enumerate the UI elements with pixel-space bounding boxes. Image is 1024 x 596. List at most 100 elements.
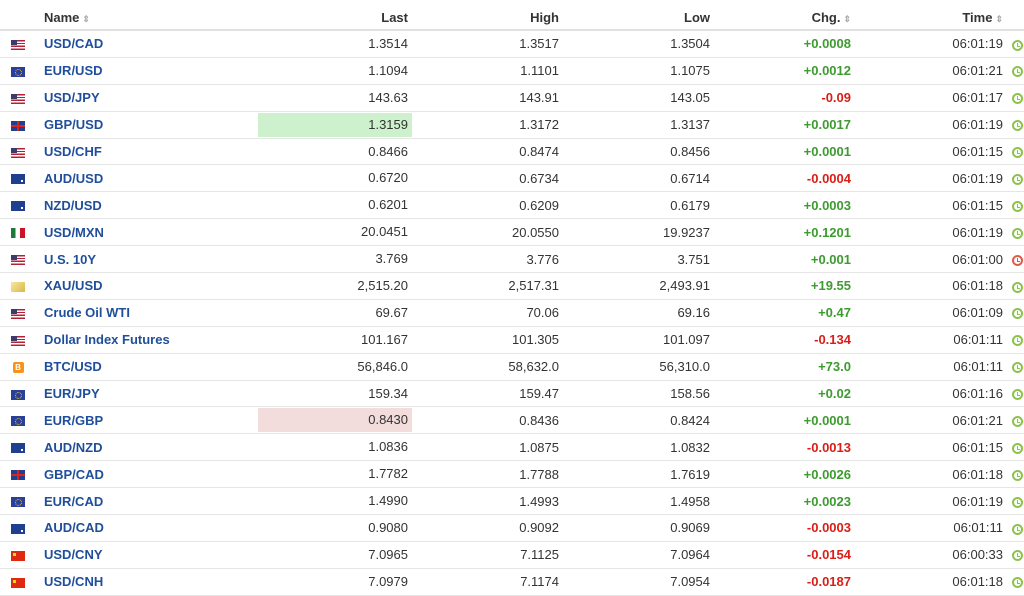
table-row[interactable]: EUR/GBP 0.8430 0.8436 0.8424 +0.0001 06:01:21 [0, 407, 1024, 434]
table-row[interactable]: USD/CAD 1.3514 1.3517 1.3504 +0.0008 06:01:19 [0, 30, 1024, 58]
cn-flag [11, 577, 25, 588]
instrument-link[interactable]: AUD/NZD [44, 439, 103, 455]
table-row[interactable]: U.S. 10Y 3.769 3.776 3.751 +0.001 06:01:00 [0, 246, 1024, 273]
table-row[interactable]: AUD/USD 0.6720 0.6734 0.6714 -0.0004 06:01:19 [0, 165, 1024, 192]
instrument-name-cell[interactable]: U.S. 10Y [36, 246, 250, 273]
instrument-link[interactable]: USD/CHF [44, 144, 102, 159]
last-value: 0.6201 [368, 197, 408, 213]
header-name[interactable]: Name ⇕ [36, 6, 250, 31]
table-row[interactable]: USD/MXN 20.0451 20.0550 19.9237 +0.1201 06:01… [0, 219, 1024, 246]
instrument-link[interactable]: GBP/USD [44, 117, 104, 133]
instrument-link[interactable]: GBP/CAD [44, 466, 104, 482]
change-value: -0.0003 [806, 520, 851, 536]
sort-icon[interactable]: ⇕ [995, 14, 1003, 24]
low-value: 1.1075 [670, 63, 710, 79]
instrument-link[interactable]: EUR/JPY [44, 386, 100, 402]
instrument-name-cell[interactable]: USD/CNH [36, 568, 250, 595]
instrument-link[interactable]: USD/CAD [44, 36, 104, 52]
instrument-link[interactable]: USD/MXN [44, 224, 104, 240]
flag-cell [0, 138, 36, 165]
instrument-name-cell[interactable]: USD/MXN [36, 219, 250, 246]
instrument-name-cell[interactable]: USD/CHF [36, 138, 250, 165]
table-row[interactable]: USD/CHF 0.8466 0.8474 0.8456 +0.0001 06:01:15 [0, 138, 1024, 165]
instrument-link[interactable]: Crude Oil WTI [44, 305, 130, 321]
change-value: +0.1201 [803, 224, 851, 240]
instrument-name-cell[interactable]: AUD/CAD [36, 515, 250, 542]
instrument-name-cell[interactable]: GBP/CAD [36, 461, 250, 488]
instrument-name-cell[interactable]: Dollar Index Futures [36, 326, 250, 353]
instrument-name-cell[interactable]: AUD/USD [36, 165, 250, 192]
flag-cell [0, 407, 36, 434]
sort-icon[interactable]: ⇕ [843, 14, 851, 24]
instrument-link[interactable]: EUR/GBP [44, 412, 104, 428]
instrument-name-cell[interactable]: USD/CNY [36, 541, 250, 568]
table-row[interactable]: XAU/USD 2,515.20 2,517.31 2,493.91 +19.55 06:… [0, 273, 1024, 300]
change-value: -0.0004 [806, 170, 851, 186]
header-chg[interactable]: Chg. ⇕ [710, 6, 851, 31]
table-row[interactable]: AUD/NZD 1.0836 1.0875 1.0832 -0.0013 06:01:15 [0, 434, 1024, 461]
cn-flag [11, 550, 25, 561]
status-cell [1003, 165, 1024, 192]
time-value: 06:01:19 [952, 224, 1003, 240]
low-value: 1.3504 [670, 36, 710, 52]
instrument-name-cell[interactable]: BTC/USD [36, 353, 250, 380]
flag-cell: B [0, 353, 36, 380]
clock-icon [1012, 496, 1023, 508]
high-value: 143.91 [519, 90, 559, 106]
table-row[interactable]: B BTC/USD 56,846.0 58,632.0 56,310.0 +73.0 06:… [0, 353, 1024, 381]
table-row[interactable]: EUR/CAD 1.4990 1.4993 1.4958 +0.0023 06:01:19 [0, 488, 1024, 515]
instrument-name-cell[interactable]: EUR/CAD [36, 488, 250, 515]
high-value: 0.8474 [519, 144, 559, 159]
table-row[interactable]: USD/JPY 143.63 143.91 143.05 -0.09 06:01:17 [0, 84, 1024, 112]
instrument-link[interactable]: USD/CNH [44, 574, 104, 590]
sort-icon[interactable]: ⇕ [82, 14, 90, 24]
instrument-link[interactable]: AUD/CAD [44, 520, 104, 536]
low-value: 7.0954 [670, 574, 710, 590]
last-value: 1.3514 [368, 35, 408, 51]
table-row[interactable]: AUD/CAD 0.9080 0.9092 0.9069 -0.0003 06:01:11 [0, 515, 1024, 542]
instrument-link[interactable]: Dollar Index Futures [44, 332, 170, 348]
instrument-link[interactable]: U.S. 10Y [44, 251, 97, 267]
gold-icon [11, 282, 25, 293]
last-cell: 56,846.0 [250, 353, 412, 380]
table-row[interactable]: NZD/USD 0.6201 0.6209 0.6179 +0.0003 06:01:15 [0, 192, 1024, 219]
table-row[interactable]: USD/CNY 7.0965 7.1125 7.0964 -0.0154 06:00:33 [0, 541, 1024, 569]
instrument-name-cell[interactable]: EUR/USD [36, 57, 250, 84]
table-row[interactable]: Dollar Index Futures 101.167 101.305 101.09… [0, 326, 1024, 354]
table-row[interactable]: GBP/CAD 1.7782 1.7788 1.7619 +0.0026 06:01:18 [0, 461, 1024, 488]
instrument-name-cell[interactable]: NZD/USD [36, 192, 250, 219]
low-value: 3.751 [677, 251, 710, 267]
clock-icon [1012, 200, 1023, 212]
table-row[interactable]: GBP/USD 1.3159 1.3172 1.3137 +0.0017 06:01:19 [0, 111, 1024, 139]
instrument-name-cell[interactable]: AUD/NZD [36, 434, 250, 461]
instrument-link[interactable]: NZD/USD [44, 197, 102, 213]
instrument-name-cell[interactable]: EUR/GBP [36, 407, 250, 434]
last-value: 1.4990 [368, 493, 408, 509]
instrument-name-cell[interactable]: GBP/USD [36, 111, 250, 138]
table-row[interactable]: USD/CNH 7.0979 7.1174 7.0954 -0.0187 06:01:18 [0, 568, 1024, 596]
instrument-link[interactable]: USD/JPY [44, 90, 100, 106]
instrument-link[interactable]: BTC/USD [44, 359, 102, 375]
instrument-name-cell[interactable]: Crude Oil WTI [36, 299, 250, 326]
instrument-name-cell[interactable]: USD/JPY [36, 84, 250, 111]
high-value: 1.4993 [519, 493, 559, 509]
change-value: +19.55 [810, 278, 851, 294]
btc-icon: B [12, 362, 24, 374]
table-row[interactable]: EUR/JPY 159.34 159.47 158.56 +0.02 06:01:16 [0, 380, 1024, 407]
header-time[interactable]: Time ⇕ [851, 6, 1003, 31]
instrument-link[interactable]: AUD/USD [44, 170, 104, 186]
instrument-name-cell[interactable]: XAU/USD [36, 273, 250, 300]
table-row[interactable]: Crude Oil WTI 69.67 70.06 69.16 +0.47 06:01:0… [0, 299, 1024, 327]
instrument-link[interactable]: USD/CNY [44, 547, 103, 563]
table-row[interactable]: EUR/USD 1.1094 1.1101 1.1075 +0.0012 06:01:21 [0, 57, 1024, 85]
clock-icon [1012, 442, 1023, 454]
change-value: +0.0008 [803, 36, 851, 52]
instrument-name-cell[interactable]: EUR/JPY [36, 380, 250, 407]
instrument-link[interactable]: EUR/CAD [44, 493, 104, 509]
status-cell [1003, 138, 1024, 165]
last-value: 2,515.20 [357, 277, 408, 293]
instrument-link[interactable]: XAU/USD [44, 278, 103, 294]
last-cell: 0.8466 [250, 138, 412, 165]
instrument-name-cell[interactable]: USD/CAD [36, 30, 250, 57]
instrument-link[interactable]: EUR/USD [44, 63, 103, 79]
